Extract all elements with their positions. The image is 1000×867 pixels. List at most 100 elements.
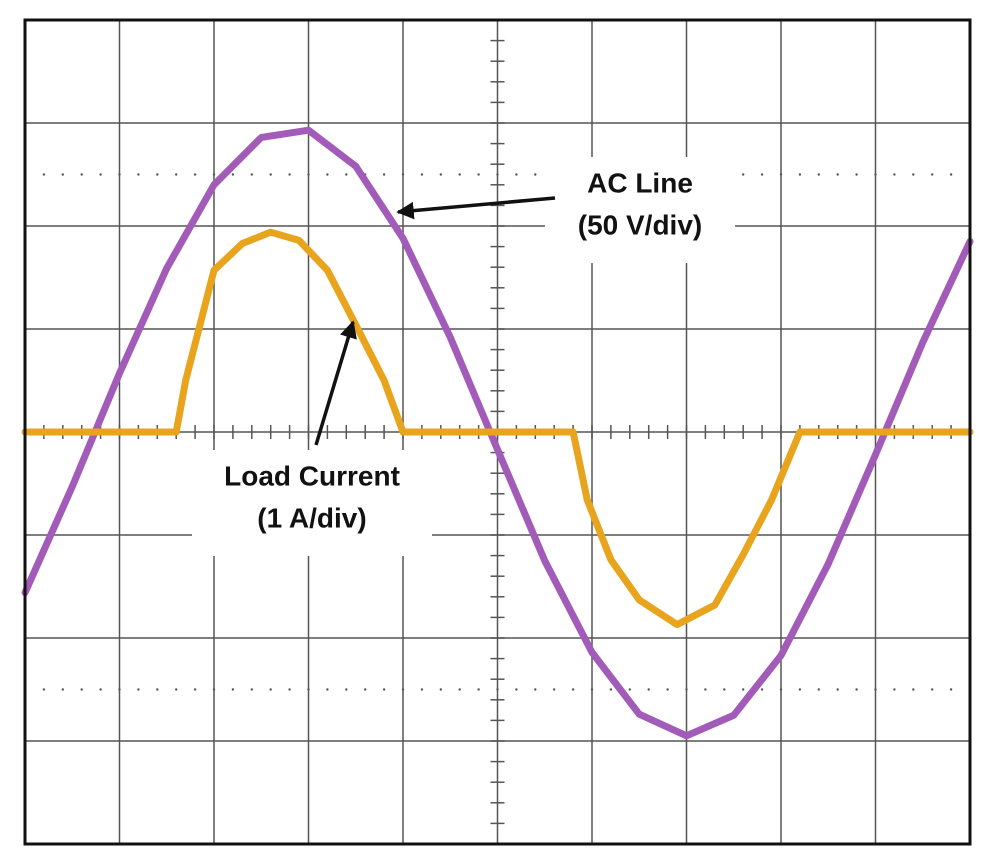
dot: [345, 688, 348, 691]
dot: [382, 688, 386, 691]
dot: [534, 173, 537, 176]
dot: [458, 688, 461, 691]
dot: [647, 688, 650, 691]
dot: [666, 688, 669, 691]
dot: [685, 688, 688, 691]
dot: [893, 688, 896, 691]
dot: [382, 173, 386, 176]
dot: [949, 688, 953, 691]
dot: [760, 688, 764, 691]
dot: [704, 688, 707, 691]
dot: [118, 688, 121, 691]
dot: [364, 688, 367, 691]
traces: [21, 126, 974, 740]
plot-frame: [23, 18, 972, 846]
dot: [439, 688, 442, 691]
dot: [628, 688, 631, 691]
dot: [742, 173, 745, 176]
series-label: Load Current: [224, 460, 400, 491]
dot: [534, 688, 537, 691]
dot: [553, 688, 556, 691]
dot: [250, 688, 253, 691]
label-bg: [192, 450, 432, 556]
dot: [779, 688, 783, 691]
dot: [137, 173, 140, 176]
dot: [212, 173, 216, 176]
dot: [931, 688, 934, 691]
series-label: AC Line: [587, 167, 693, 198]
dot: [307, 173, 310, 176]
dot: [609, 688, 613, 691]
dot: [874, 173, 877, 176]
dot: [779, 173, 783, 176]
dot: [326, 688, 329, 691]
dot: [42, 688, 46, 691]
dot: [874, 688, 877, 691]
dot: [99, 173, 102, 176]
dot: [269, 688, 272, 691]
annotations: AC Line (50 V/div) Load Current (1 A/div): [192, 157, 735, 556]
dot: [269, 173, 272, 176]
dot: [798, 688, 802, 691]
trace: [21, 228, 974, 629]
trace: [21, 126, 974, 740]
dot: [420, 688, 424, 691]
dot: [496, 173, 499, 176]
dot: [193, 173, 197, 176]
dot: [515, 688, 518, 691]
dot: [949, 173, 953, 176]
dot: [742, 688, 745, 691]
dot: [118, 173, 121, 176]
dot: [836, 688, 839, 691]
dot: [193, 688, 197, 691]
dot: [42, 173, 46, 176]
dot: [307, 688, 310, 691]
dot: [912, 173, 915, 176]
dot: [156, 688, 159, 691]
dot: [855, 688, 858, 691]
dot: [496, 688, 499, 691]
dot: [175, 688, 178, 691]
arrow: [396, 196, 556, 220]
dot: [250, 173, 253, 176]
dot: [836, 173, 839, 176]
dot: [80, 688, 83, 691]
dot: [893, 173, 896, 176]
dot: [80, 173, 83, 176]
dot: [571, 688, 575, 691]
dot: [912, 688, 915, 691]
dot: [855, 173, 858, 176]
dot: [420, 173, 424, 176]
series-scale: (1 A/div): [257, 502, 366, 533]
dot: [137, 688, 140, 691]
series-scale: (50 V/div): [578, 209, 702, 240]
dot: [439, 173, 442, 176]
dot: [477, 173, 480, 176]
dot: [817, 173, 820, 176]
dot: [288, 688, 291, 691]
arrow: [314, 320, 357, 446]
dot: [61, 688, 64, 691]
dot: [931, 173, 934, 176]
dot: [61, 173, 64, 176]
dot: [288, 173, 291, 176]
dot: [326, 173, 329, 176]
dot: [345, 173, 348, 176]
dot: [401, 688, 405, 691]
dot: [515, 173, 518, 176]
dot: [817, 688, 820, 691]
dot: [458, 173, 461, 176]
dot: [231, 688, 235, 691]
dot: [156, 173, 159, 176]
dot: [99, 688, 102, 691]
dot: [477, 688, 480, 691]
label-bg: [545, 157, 735, 263]
dot: [175, 173, 178, 176]
dot: [723, 688, 726, 691]
dot: [212, 688, 216, 691]
dot: [401, 173, 405, 176]
dot: [798, 173, 802, 176]
dot: [231, 173, 235, 176]
